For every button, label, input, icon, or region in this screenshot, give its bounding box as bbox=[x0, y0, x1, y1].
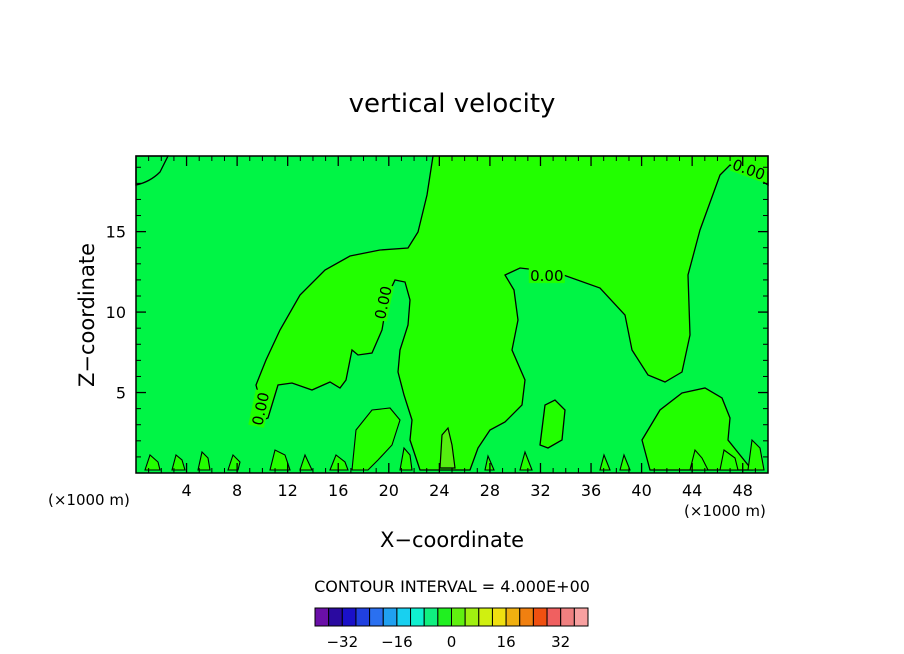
x-tick-label: 28 bbox=[480, 481, 500, 500]
x-tick-label: 12 bbox=[278, 481, 298, 500]
colorbar-swatch bbox=[355, 607, 371, 627]
x-tick-label: 24 bbox=[429, 481, 449, 500]
contour-label-group: 0.00 bbox=[370, 283, 396, 322]
x-tick-label: 36 bbox=[581, 481, 601, 500]
contour-labels: 0.000.000.000.00 bbox=[248, 155, 769, 428]
colorbar-tick-label: −16 bbox=[381, 633, 413, 651]
y-axis-label: Z−coordinate bbox=[75, 243, 99, 387]
colorbar-swatch bbox=[382, 607, 398, 627]
colorbar-swatch bbox=[437, 607, 453, 627]
colorbar-swatch bbox=[341, 607, 357, 627]
contour-label-bg bbox=[528, 267, 565, 284]
y-axis: 5 10 15 bbox=[106, 166, 768, 458]
contour-label-bg bbox=[729, 155, 769, 183]
contour-label: 0.00 bbox=[530, 267, 563, 285]
colorbar-swatch bbox=[505, 607, 521, 627]
colorbar-tick-label: −32 bbox=[326, 633, 358, 651]
colorbar-swatch bbox=[532, 607, 548, 627]
x-tick-label: 40 bbox=[631, 481, 651, 500]
positive-region-main bbox=[255, 155, 769, 471]
colorbar-tick-label: 32 bbox=[551, 633, 570, 651]
x-tick-label: 4 bbox=[181, 481, 191, 500]
x-tick-label: 16 bbox=[328, 481, 348, 500]
colorbar-swatch bbox=[369, 607, 384, 627]
contour-label-bg bbox=[248, 389, 272, 428]
contour-label-bg bbox=[370, 283, 395, 322]
x-tick-label: 20 bbox=[379, 481, 399, 500]
positive-region-mid bbox=[539, 399, 566, 449]
surface-blobs bbox=[144, 407, 765, 471]
colorbar-swatch bbox=[314, 607, 330, 627]
x-tick-label: 8 bbox=[232, 481, 242, 500]
x-unit-left: (×1000 m) bbox=[48, 491, 130, 509]
colorbar-swatch bbox=[396, 607, 412, 627]
colorbar-swatch bbox=[451, 607, 466, 627]
colorbar-swatch bbox=[328, 607, 343, 627]
contour-label-group: 0.00 bbox=[528, 267, 565, 285]
chart-title: vertical velocity bbox=[349, 89, 556, 119]
colorbar-swatch bbox=[410, 607, 425, 627]
colorbar-swatch bbox=[491, 607, 507, 627]
x-axis-label: X−coordinate bbox=[380, 528, 524, 552]
colorbar-tick-label: 16 bbox=[497, 633, 516, 651]
colorbar-swatch bbox=[560, 607, 575, 627]
y-tick-label: 15 bbox=[106, 223, 126, 242]
colorbar-swatch bbox=[423, 607, 439, 627]
colorbar: −32 −16 0 16 32 bbox=[314, 607, 589, 651]
colorbar-swatch bbox=[464, 607, 480, 627]
colorbar-swatch bbox=[519, 607, 534, 627]
contour-interval-text: CONTOUR INTERVAL = 4.000E+00 bbox=[314, 577, 590, 596]
positive-region-right bbox=[641, 387, 754, 471]
colorbar-swatch bbox=[546, 607, 562, 627]
x-axis: 4 8 12 16 20 24 28 32 36 40 44 48 bbox=[148, 156, 756, 500]
x-tick-label: 44 bbox=[682, 481, 702, 500]
negative-corner-region bbox=[135, 155, 170, 186]
y-tick-label: 10 bbox=[106, 303, 126, 322]
x-tick-label: 32 bbox=[530, 481, 550, 500]
y-tick-label: 5 bbox=[116, 384, 126, 403]
x-tick-label: 48 bbox=[733, 481, 753, 500]
colorbar-tick-label: 0 bbox=[447, 633, 457, 651]
colorbar-swatch bbox=[573, 607, 589, 627]
plot-area: 0.000.000.000.00 bbox=[135, 155, 769, 474]
x-unit-right: (×1000 m) bbox=[684, 502, 766, 520]
colorbar-swatch bbox=[478, 607, 493, 627]
